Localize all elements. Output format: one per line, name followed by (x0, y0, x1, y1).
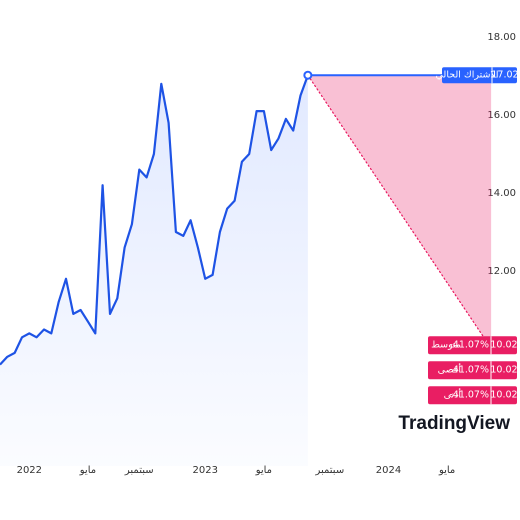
x-tick-label: 2022 (17, 465, 42, 476)
y-tick-label: 16.00 (487, 110, 516, 121)
target-flag (428, 386, 517, 405)
x-tick-label: مايو (438, 465, 455, 476)
x-tick-label: مايو (79, 465, 96, 476)
target-flag (428, 361, 517, 380)
x-tick-label: مايو (255, 465, 272, 476)
x-tick-label: 2024 (376, 465, 401, 476)
logo: TradingView (398, 413, 510, 434)
x-tick-label: سبتمبر (124, 465, 154, 476)
price-area (0, 75, 308, 466)
x-tick-label: سبتمبر (314, 465, 344, 476)
target-flag (428, 336, 517, 355)
y-tick-label: 12.00 (487, 266, 516, 277)
current-flag (442, 67, 517, 84)
x-tick-label: 2023 (193, 465, 218, 476)
target-change: -41.07% (449, 390, 489, 401)
target-value: 10.02 (490, 365, 517, 376)
target-value: 10.02 (490, 340, 517, 351)
current-value: 17.02 (491, 70, 518, 81)
target-change: -41.07% (449, 365, 489, 376)
target-label: أدنى (444, 388, 462, 401)
current-label: الاشتراك الحالي (436, 70, 499, 81)
forecast-line (307, 74, 492, 349)
current-point (303, 70, 313, 80)
target-value: 10.02 (490, 390, 517, 401)
y-tick-label: 18.00 (487, 32, 516, 43)
target-change: -41.07% (449, 340, 489, 351)
target-label: متوسط (431, 340, 461, 351)
price-line (0, 74, 309, 366)
target-label: أقصى (438, 363, 462, 376)
y-tick-label: 14.00 (487, 188, 516, 199)
